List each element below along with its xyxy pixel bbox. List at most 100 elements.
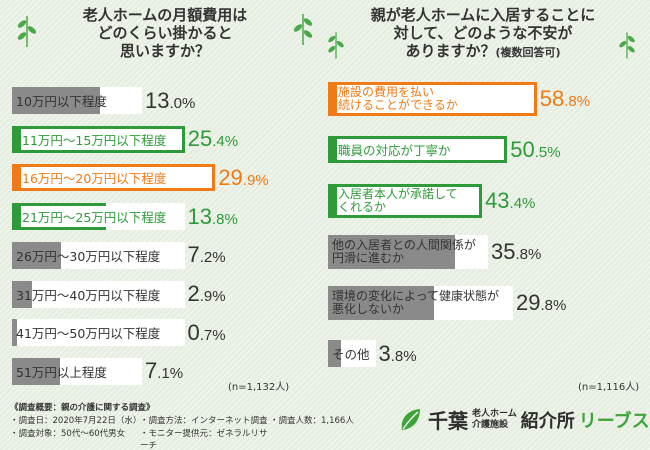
bar-label: 環境の変化によって健康状態が 悪化しないか — [332, 286, 499, 320]
bar-label-line: その他 — [332, 347, 370, 362]
brand-intro: 紹介所 — [520, 410, 575, 432]
bar-label-line: くれるか — [338, 200, 387, 214]
bar-value-label: 7.1% — [145, 358, 184, 384]
left-title-line: どのくらい掛かると — [97, 24, 233, 42]
bar-label-line: 31万円〜40万円以下程度 — [16, 287, 161, 303]
right-title-line: ありますか？ — [405, 42, 496, 60]
bar-row: 21万円〜25万円以下程度 13.8% — [12, 203, 238, 231]
bar-label: 16万円〜20万円以下程度 — [22, 164, 166, 191]
bar-row: 16万円〜20万円以下程度 29.9% — [12, 164, 269, 192]
bar-label-line: 16万円〜20万円以下程度 — [22, 171, 167, 187]
bar-label: 51万円以上程度 — [16, 358, 107, 385]
bar-label-line: 11万円〜15万円以下程度 — [22, 132, 167, 148]
bar-label-line: 職員の対応が丁寧か — [338, 143, 451, 158]
bar-label: その他 — [332, 340, 370, 367]
bar-label-line: 21万円〜25万円以下程度 — [22, 210, 167, 226]
survey-item: ・モニター提供元：ゼネラルリサーチ — [140, 428, 268, 450]
bar-value-label: 35.8% — [491, 239, 542, 264]
survey-heading: 《調査概要：親の介護に関する調査》 — [10, 403, 155, 413]
survey-item: ・調査日：2020年7月22日（水） — [10, 415, 142, 426]
bar-label: 入居者本人が承諾して くれるか — [338, 184, 458, 218]
bar-value-label: 13.8% — [187, 203, 238, 229]
bar-value-label: 43.4% — [485, 188, 536, 213]
brand-leaves: リーブス — [578, 410, 650, 432]
bar-label-line: 続けることができるか — [338, 98, 458, 112]
bar-label-line: 環境の変化によって健康状態が — [332, 288, 500, 303]
bar — [328, 235, 456, 269]
right-title-line: 親が老人ホームに入居することに — [370, 6, 596, 24]
bar-value-label: 25.4% — [187, 126, 239, 152]
bar-label: 他の入居者との人間関係が 円滑に進むか — [332, 235, 476, 269]
bar-label-line: 施設の費用を払い — [338, 84, 435, 99]
bar-row: 11万円〜15万円以下程度 25.4% — [12, 125, 239, 153]
bar-label-strip — [331, 187, 480, 215]
bar-label: 31万円〜40万円以下程度 — [16, 281, 160, 308]
brand-logo: 千葉 老人ホーム 介護施設 紹介所 リーブス — [398, 405, 650, 434]
leaf-icon — [17, 16, 37, 48]
bar-row: 環境の変化によって健康状態が 悪化しないか 29.8% — [328, 286, 566, 320]
survey-item: ・調査人数：1,166人 — [270, 415, 354, 426]
bar-background — [12, 319, 185, 347]
bar-label-line: 51万円以上程度 — [16, 364, 107, 380]
bar-label: 10万円以下程度 — [16, 87, 107, 114]
bar-label-strip — [15, 167, 213, 189]
bar-value-label: 7.2% — [187, 242, 226, 268]
right-title-sub: (複数回答可) — [495, 46, 561, 59]
bar-value-label: 0.7% — [187, 319, 226, 345]
bar-label-line: 26万円〜30万円以下程度 — [16, 248, 161, 264]
bar-row: 31万円〜40万円以下程度 2.9% — [12, 280, 226, 308]
bar-value-label: 29.8% — [516, 290, 567, 315]
survey-overview: 《調査概要：親の介護に関する調査》 ・調査日：2020年7月22日（水） ・調査… — [10, 402, 390, 450]
bar-row: 41万円〜50万円以下程度 0.7% — [12, 319, 226, 347]
bar-row: 入居者本人が承諾して くれるか 43.4% — [328, 184, 535, 218]
bar-value-label: 2.9% — [187, 281, 226, 306]
bar-row: 10万円以下程度 13.0% — [12, 87, 195, 114]
bar-row: 施設の費用を払い 続けることができるか 58.8% — [328, 82, 590, 116]
left-title-line: 思いますか？ — [119, 42, 210, 60]
bar — [12, 357, 61, 385]
bar-value-label: 58.8% — [539, 86, 591, 111]
right-chart-title: 親が老人ホームに入居することに 対して、どのような不安が ありますか？(複数回答… — [338, 6, 628, 60]
bar-label: 41万円〜50万円以下程度 — [16, 319, 160, 346]
bar-row: その他 3.8% — [328, 340, 417, 367]
left-sample-size: (n=1,132人) — [228, 382, 290, 393]
survey-item: ・調査方法：インターネット調査 — [140, 415, 268, 426]
bar — [328, 286, 434, 320]
bar-label-strip — [331, 139, 505, 160]
bar-row: 他の入居者との人間関係が 円滑に進むか 35.8% — [328, 235, 541, 269]
bar-label: 21万円〜25万円以下程度 — [22, 203, 166, 230]
bar-value-label: 3.8% — [378, 340, 417, 366]
leaf-icon — [328, 32, 344, 59]
bar-row: 51万円以上程度 7.1% — [12, 357, 184, 385]
leaf-icon — [619, 32, 635, 59]
leaf-logo-icon — [401, 408, 420, 430]
bar — [328, 340, 342, 367]
bar-value-label: 50.5% — [510, 136, 561, 162]
bar-label: 26万円〜30万円以下程度 — [16, 242, 160, 269]
bar — [12, 319, 17, 347]
bar-row: 26万円〜30万円以下程度 7.2% — [12, 241, 226, 269]
bar-label: 施設の費用を払い 続けることができるか — [338, 82, 458, 116]
leaf-icon — [293, 14, 313, 46]
left-title-line: 老人ホームの月額費用は — [82, 6, 248, 24]
bar-label: 11万円〜15万円以下程度 — [22, 126, 166, 153]
bar-label-strip — [15, 206, 182, 228]
bar-label-line: 円滑に進むか — [332, 251, 405, 265]
bar — [12, 280, 32, 308]
bar-row: 職員の対応が丁寧か 50.5% — [328, 136, 561, 163]
bar-label-strip — [15, 128, 182, 150]
bar-label: 職員の対応が丁寧か — [338, 136, 451, 163]
right-title-line: 対して、どのような不安が — [393, 24, 573, 42]
bar — [12, 241, 61, 269]
bar-label-line: 41万円〜50万円以下程度 — [16, 326, 161, 342]
bar — [12, 87, 101, 114]
bar-label-line: 入居者本人が承諾して — [338, 186, 458, 201]
survey-item: ・調査対象：50代〜60代男女 — [10, 428, 126, 439]
brand-sub-line: 老人ホーム — [472, 409, 517, 420]
bar-background — [12, 280, 185, 308]
brand-name: 千葉 — [428, 409, 468, 433]
bar-label-strip — [331, 85, 534, 113]
left-chart-title: 老人ホームの月額費用は どのくらい掛かると 思いますか？ — [40, 6, 290, 60]
bar-label-line: 他の入居者との人間関係が — [332, 237, 476, 252]
